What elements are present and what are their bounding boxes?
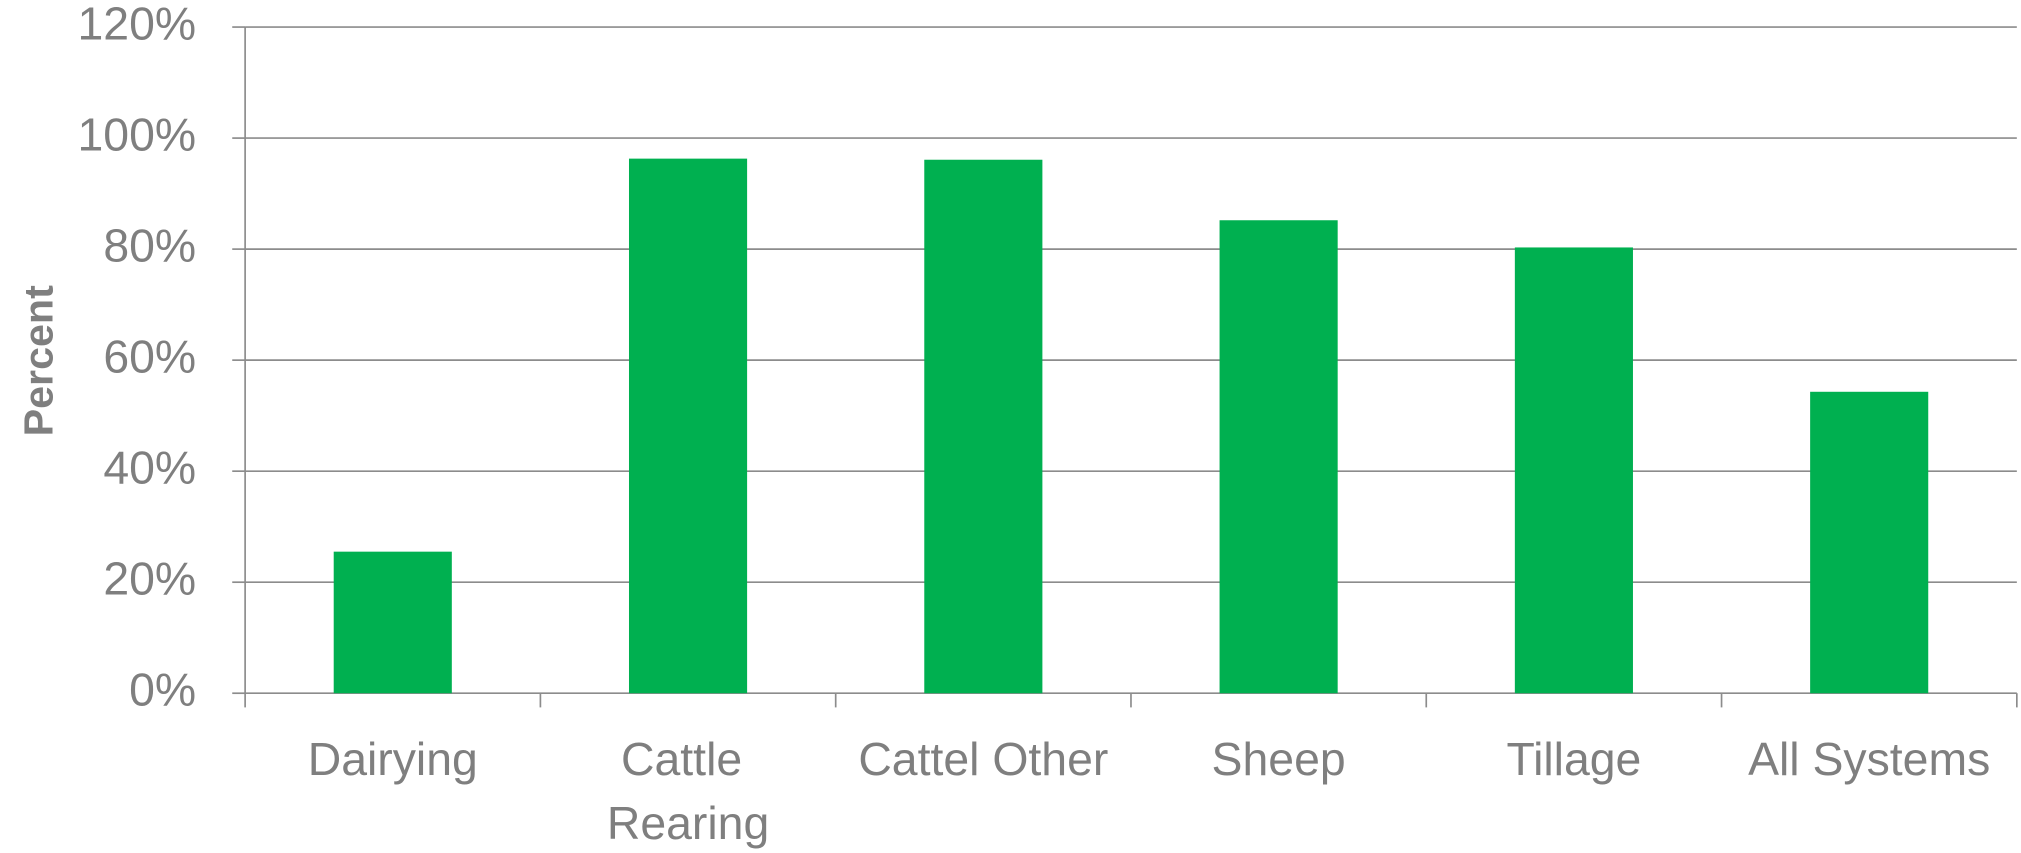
bar [1219,220,1338,694]
y-tick-label: 60% [103,330,196,382]
x-tick-label: All Systems [1748,733,1990,785]
y-tick-label: 80% [103,219,196,271]
bar [1514,247,1633,694]
y-tick-label: 100% [78,108,197,160]
bar [1810,391,1929,694]
x-tick-label: Tillage [1506,733,1641,785]
bar [333,551,452,694]
x-tick-label: Sheep [1212,733,1346,785]
y-axis-title: Percent [15,285,61,436]
y-tick-label: 20% [103,552,196,604]
y-tick-label: 120% [78,0,197,49]
bar [924,159,1043,694]
bar [628,158,748,694]
x-tick-label: Dairying [308,733,478,785]
y-tick-label: 0% [129,663,196,715]
x-tick-label: Cattel Other [858,733,1108,785]
x-tick-label: Cattle Rearing [607,733,769,849]
y-tick-label: 40% [103,441,196,493]
